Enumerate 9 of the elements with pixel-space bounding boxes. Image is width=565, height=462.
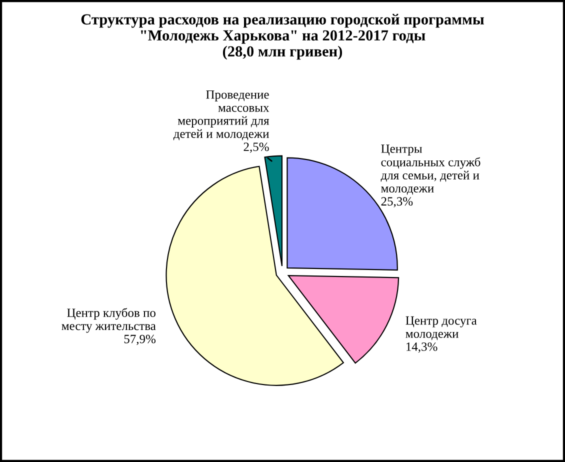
slice-label: Проведение массовых мероприятий для детей и молодежи bbox=[173, 90, 270, 140]
data-label: 2,5% bbox=[244, 142, 269, 153]
slice-label: Центр клубов по месту жительства bbox=[62, 308, 156, 333]
data-label: 14,3% bbox=[406, 342, 438, 353]
data-label: 57,9% bbox=[124, 334, 156, 346]
chart-title: Структура расходов на реализацию городской программы "Молодежь Харькова" на 2012-2017 годы (28,0 млн гривен) bbox=[81, 14, 484, 60]
slice-label: Центры социальных служб для семьи, детей и молодежи bbox=[380, 144, 480, 195]
data-label: 25,3% bbox=[381, 197, 413, 208]
slice-label: Центр досуга молодежи bbox=[406, 316, 477, 340]
